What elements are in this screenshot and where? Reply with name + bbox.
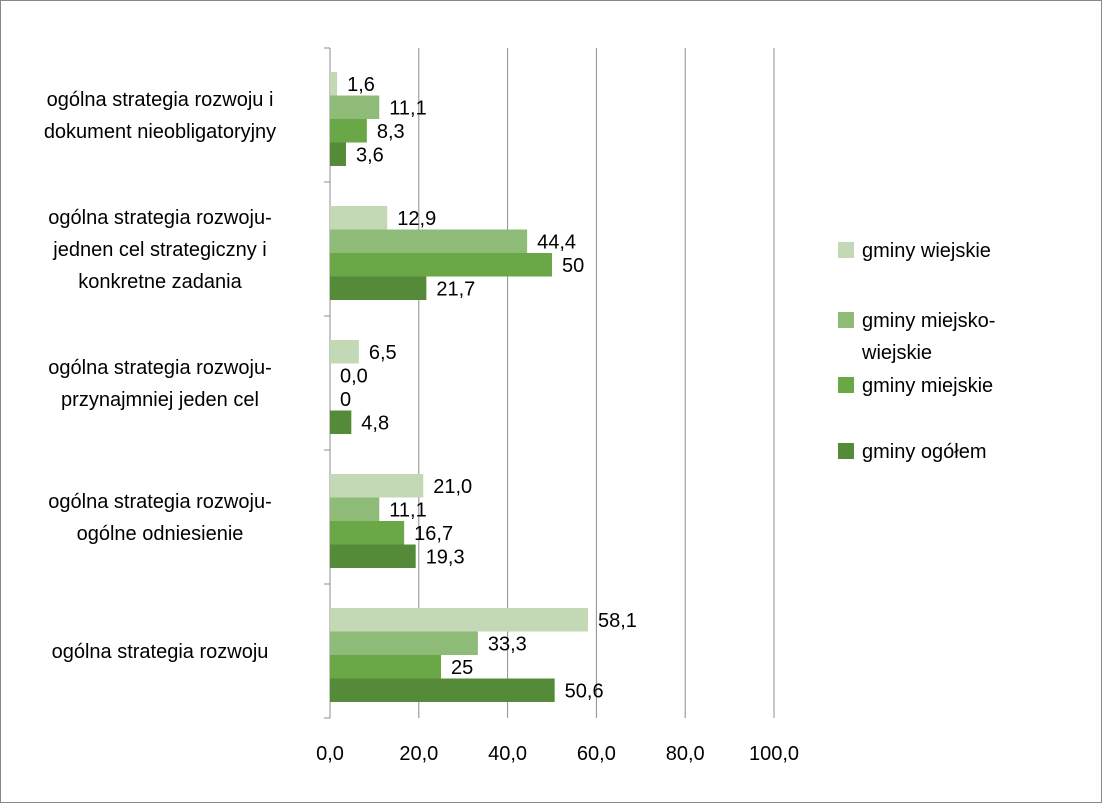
legend-swatch	[838, 312, 854, 328]
data-label: 33,3	[488, 633, 527, 655]
data-label: 19,3	[426, 546, 465, 568]
legend-label: gminy ogółem	[862, 441, 987, 463]
x-tick-label: 0,0	[316, 743, 344, 765]
category-label: ogólna strategia rozwoju i dokument nieob…	[44, 89, 276, 143]
data-label: 0	[340, 389, 351, 411]
bar	[330, 340, 359, 364]
legend-label: gminy miejskie	[862, 375, 993, 397]
bar	[330, 608, 588, 632]
bar	[330, 206, 388, 230]
x-tick-labels: 0,0 20,0 40,0 60,0 80,0 100,0	[316, 743, 799, 765]
x-tick-label: 80,0	[666, 743, 705, 765]
data-label: 44,4	[537, 231, 576, 253]
bars	[330, 72, 588, 702]
data-label: 0,0	[340, 365, 368, 387]
legend-label: gminy wiejskie	[862, 240, 991, 262]
bar	[330, 521, 405, 545]
data-label: 1,6	[347, 74, 375, 96]
data-label: 12,9	[397, 208, 436, 230]
category-label: ogólna strategia rozwoju-ogólne odniesie…	[48, 491, 271, 545]
bar	[330, 631, 478, 655]
category-label: ogólna strategia rozwoju-jednen cel stra…	[48, 207, 271, 293]
bar	[330, 276, 427, 300]
bar	[330, 119, 367, 143]
bar	[330, 544, 416, 568]
bar	[330, 678, 555, 702]
data-label: 11,1	[389, 499, 426, 521]
x-tick-label: 60,0	[577, 743, 616, 765]
bar	[330, 474, 424, 498]
legend: gminy wiejskie gminy miejsko-wiejskie gmin…	[838, 240, 995, 463]
bar	[330, 142, 346, 166]
data-label: 3,6	[356, 144, 384, 166]
bar	[330, 72, 338, 96]
legend-swatch	[838, 242, 854, 258]
data-label: 50,6	[565, 680, 604, 702]
x-tick-label: 40,0	[488, 743, 527, 765]
bar	[330, 655, 441, 679]
data-label: 11,1	[389, 97, 426, 119]
category-labels: ogólna strategia rozwoju i dokument nieob…	[44, 89, 276, 663]
data-label: 8,3	[377, 121, 405, 143]
bar	[330, 95, 380, 119]
data-label: 50	[562, 255, 584, 277]
category-label: ogólna strategia rozwoju	[52, 641, 269, 663]
x-tick-label: 20,0	[399, 743, 438, 765]
data-label: 4,8	[361, 412, 389, 434]
legend-swatch	[838, 443, 854, 459]
data-label: 21,7	[436, 278, 475, 300]
grid	[418, 48, 775, 718]
data-label: 58,1	[598, 610, 637, 632]
value-labels: 1,611,18,33,612,944,45021,76,50,004,821,…	[340, 74, 637, 703]
bar	[330, 497, 380, 521]
data-label: 21,0	[433, 476, 472, 498]
bar	[330, 410, 352, 434]
data-label: 16,7	[414, 523, 453, 545]
data-label: 6,5	[369, 342, 397, 364]
data-label: 25	[451, 657, 473, 679]
x-tick-label: 100,0	[749, 743, 799, 765]
bar	[330, 253, 552, 277]
category-label: ogólna strategia rozwoju-przynajmniej je…	[48, 357, 271, 411]
bar	[330, 229, 528, 253]
legend-swatch	[838, 377, 854, 393]
legend-label: gminy miejsko-wiejskie	[861, 310, 995, 364]
